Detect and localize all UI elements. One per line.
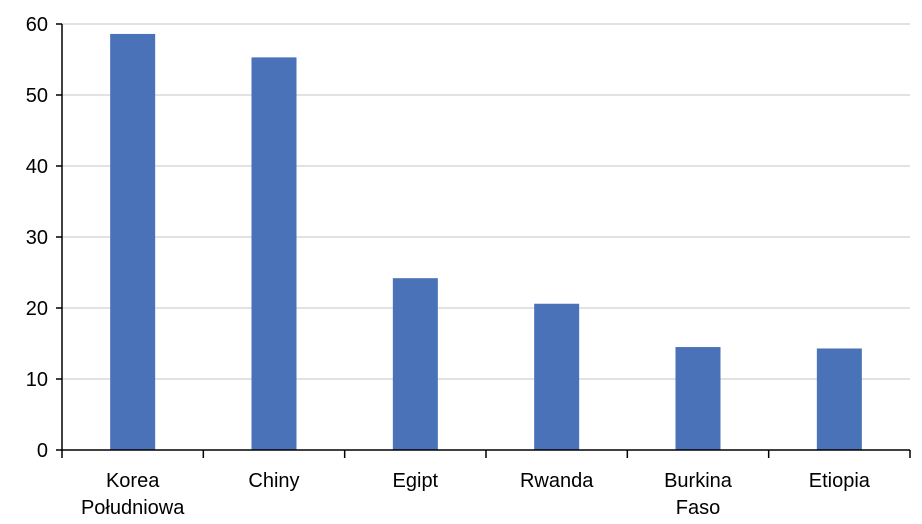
x-category-label-line: Etiopia	[809, 470, 871, 492]
x-category-label-line: Południowa	[81, 497, 185, 519]
x-category-label-line: Faso	[676, 497, 720, 519]
bar-series	[110, 33, 862, 451]
y-tick-label: 40	[26, 156, 48, 178]
x-category-label: Rwanda	[520, 470, 594, 492]
x-category-label: Etiopia	[809, 470, 871, 492]
x-category-label-line: Egipt	[393, 470, 439, 492]
axes	[56, 23, 911, 458]
x-category-label: Egipt	[393, 470, 439, 492]
x-category-label: Burkina Faso	[664, 470, 733, 519]
y-tick-label: 0	[37, 440, 48, 462]
y-axis-tick-labels: 0 10 20 30 40 50 60	[26, 14, 48, 462]
bar	[534, 303, 580, 450]
x-category-label: Chiny	[248, 470, 299, 492]
y-tick-label: 20	[26, 298, 48, 320]
y-tick-label: 10	[26, 369, 48, 391]
y-tick-label: 50	[26, 85, 48, 107]
bar	[110, 33, 156, 450]
x-category-label: Korea Południowa	[81, 470, 185, 519]
y-tick-label: 30	[26, 227, 48, 249]
x-category-label-line: Korea	[106, 470, 160, 492]
gridlines	[62, 23, 910, 380]
bar	[392, 278, 438, 450]
x-axis-category-labels: Korea Południowa Chiny Egipt Rwanda Burkina Fa…	[81, 470, 871, 519]
x-category-label-line: Burkina	[664, 470, 733, 492]
y-tick-label: 60	[26, 14, 48, 36]
x-category-label-line: Rwanda	[520, 470, 594, 492]
x-category-label-line: Chiny	[248, 470, 299, 492]
bar	[816, 348, 862, 450]
bar	[675, 347, 721, 450]
bar	[251, 57, 297, 451]
